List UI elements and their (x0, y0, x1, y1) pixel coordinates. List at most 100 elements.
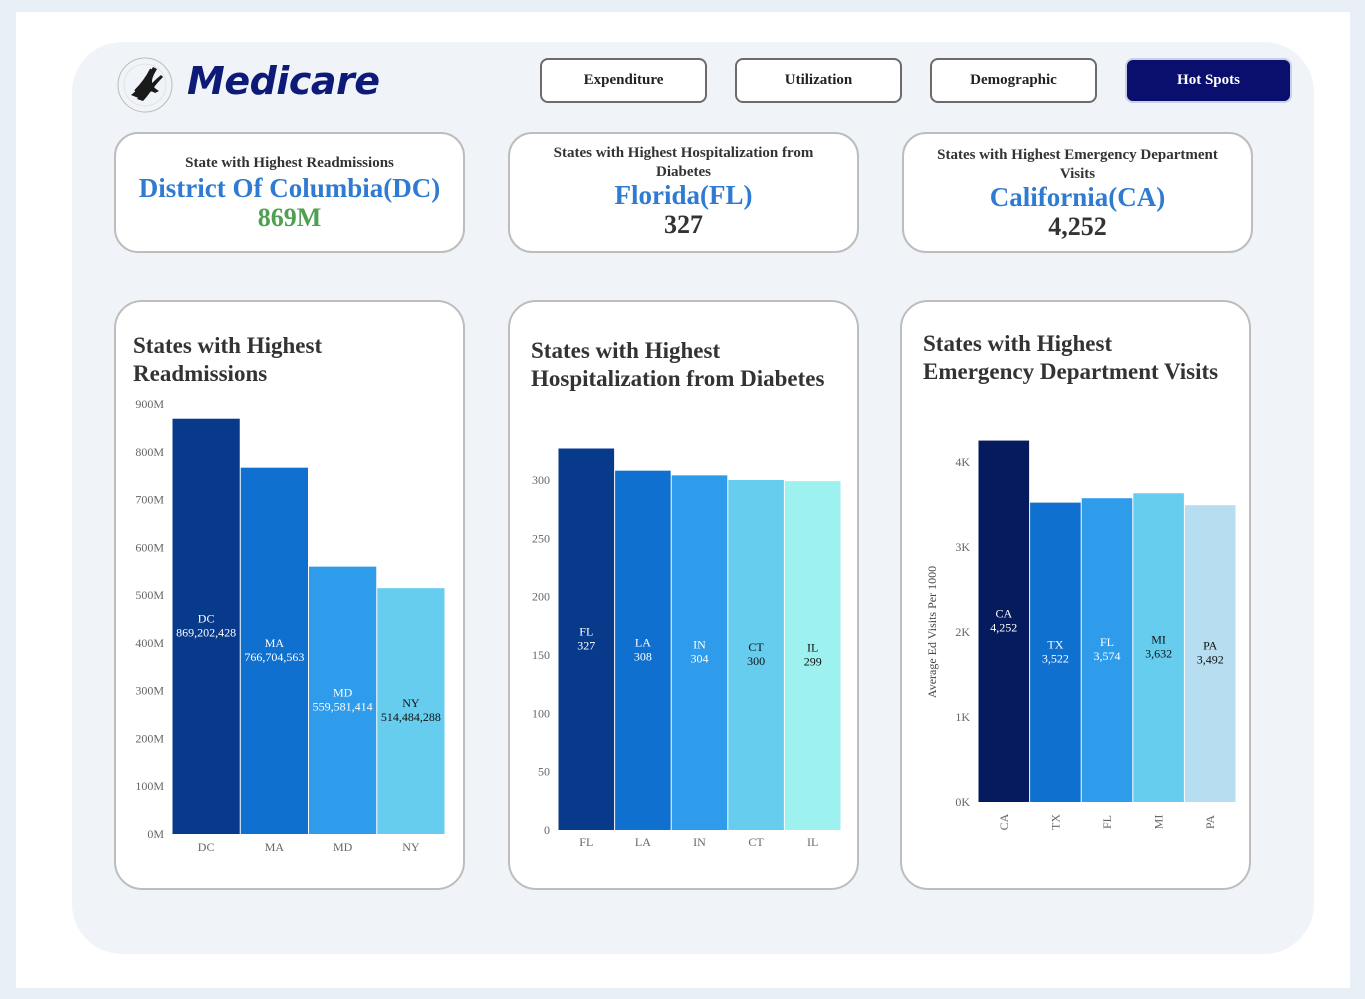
x-tick-label: MD (333, 840, 353, 854)
bar-in[interactable] (671, 475, 728, 830)
y-tick-label: 150 (532, 648, 550, 662)
y-tick-label: 200 (532, 590, 550, 604)
bar-value-label: 3,574 (1094, 649, 1121, 663)
y-tick-label: 200M (135, 731, 164, 745)
bar-ny[interactable] (377, 588, 445, 834)
bar-value-label: 304 (691, 652, 709, 666)
y-tick-label: 50 (538, 765, 550, 779)
y-tick-label: 300M (135, 684, 164, 698)
kpi-card-emergency: States with Highest Emergency Department… (902, 132, 1253, 253)
diabetes-bar-chart: 050100150200250300FL327FLLA308LAIN304INC… (532, 448, 841, 849)
bar-dc[interactable] (172, 418, 240, 834)
chart-title: States with Highest Emergency Department… (923, 331, 1219, 384)
y-tick-label: 1K (955, 710, 970, 724)
y-tick-label: 600M (135, 540, 164, 554)
bar-fl[interactable] (1081, 498, 1133, 802)
chart-card-readmissions: States with Highest Readmissions 0M 100M 2… (114, 300, 465, 890)
bar-category-label: LA (635, 635, 651, 649)
y-tick-label: 900M (135, 397, 164, 411)
bar-ct[interactable] (728, 480, 784, 830)
x-tick-label: IN (693, 835, 706, 849)
bar-category-label: MD (333, 685, 353, 699)
y-tick-label: 250 (532, 531, 550, 545)
kpi-state-name: Florida(FL) (614, 180, 753, 210)
chart-card-emergency: States with Highest Emergency Department… (900, 300, 1251, 890)
y-tick-label: 100M (135, 779, 164, 793)
emergency-bar-chart: 0K 1K 2K 3K 4K Average Ed Visits Per 1000 CA4,… (925, 440, 1236, 830)
hhs-seal-icon (117, 57, 173, 113)
bar-pa[interactable] (1184, 505, 1236, 802)
bar-fl[interactable] (558, 448, 615, 831)
y-tick-label: 2K (955, 625, 970, 639)
bar-category-label: PA (1203, 639, 1218, 653)
bar-category-label: FL (579, 624, 593, 638)
nav-expenditure-button[interactable]: Expenditure (540, 58, 707, 103)
brand-name: Medicare (187, 59, 380, 103)
y-tick-label: 700M (135, 493, 164, 507)
bar-ca[interactable] (978, 440, 1030, 802)
bar-value-label: 766,704,563 (244, 650, 304, 664)
kpi-value: 4,252 (1048, 212, 1107, 241)
bar-ma[interactable] (240, 467, 308, 834)
bar-la[interactable] (615, 470, 671, 830)
bar-md[interactable] (309, 566, 377, 834)
y-tick-label: 4K (955, 455, 970, 469)
bar-value-label: 869,202,428 (176, 625, 236, 639)
y-axis-label: Average Ed Visits Per 1000 (925, 566, 939, 698)
nav-hot-spots-button[interactable]: Hot Spots (1125, 58, 1292, 103)
kpi-title: State with Highest Readmissions (185, 155, 394, 171)
y-tick-label: 500M (135, 588, 164, 602)
bar-value-label: 4,252 (990, 620, 1017, 634)
y-tick-label: 100 (532, 706, 550, 720)
nav-utilization-button[interactable]: Utilization (735, 58, 902, 103)
kpi-value: 869M (257, 203, 322, 232)
bar-category-label: IL (807, 641, 818, 655)
x-tick-label: MI (1152, 815, 1166, 830)
kpi-title: States with Highest Hospitalization from… (553, 145, 814, 180)
bar-category-label: NY (402, 696, 420, 710)
x-tick-label: TX (1048, 814, 1062, 830)
bar-category-label: IN (693, 638, 706, 652)
y-tick-label: 0M (147, 827, 164, 841)
kpi-card-readmissions: State with Highest Readmissions District… (114, 132, 465, 253)
bar-value-label: 308 (634, 649, 652, 663)
bar-category-label: CT (748, 640, 764, 654)
y-tick-label: 0K (955, 795, 970, 809)
bar-mi[interactable] (1133, 493, 1184, 802)
bar-category-label: FL (1100, 635, 1114, 649)
medicare-logo: Medicare (115, 55, 380, 115)
kpi-state-name: District Of Columbia(DC) (138, 173, 441, 203)
x-tick-label: LA (635, 835, 651, 849)
bar-category-label: CA (995, 606, 1012, 620)
bar-value-label: 3,492 (1197, 653, 1224, 667)
x-tick-label: PA (1203, 815, 1217, 830)
y-tick-label: 0 (544, 823, 550, 837)
bar-category-label: MA (265, 636, 285, 650)
bar-category-label: TX (1047, 637, 1063, 651)
y-tick-label: 400M (135, 636, 164, 650)
bar-value-label: 3,632 (1145, 647, 1172, 661)
x-tick-label: IL (807, 835, 818, 849)
bar-value-label: 299 (804, 655, 822, 669)
bar-value-label: 327 (577, 638, 595, 652)
x-tick-label: FL (579, 835, 593, 849)
bar-il[interactable] (784, 481, 841, 830)
bar-value-label: 514,484,288 (381, 710, 441, 724)
x-tick-label: DC (198, 840, 215, 854)
y-tick-label: 300 (532, 473, 550, 487)
chart-title: States with Highest Readmissions (133, 333, 323, 386)
kpi-value: 327 (664, 210, 703, 239)
x-tick-label: NY (402, 840, 420, 854)
bar-category-label: DC (198, 611, 215, 625)
x-tick-label: MA (265, 840, 285, 854)
bar-value-label: 3,522 (1042, 651, 1069, 665)
chart-title: States with Highest Hospitalization from… (531, 338, 825, 391)
chart-card-diabetes: States with Highest Hospitalization from… (508, 300, 859, 890)
nav-demographic-button[interactable]: Demographic (930, 58, 1097, 103)
y-tick-label: 3K (955, 540, 970, 554)
bar-tx[interactable] (1030, 502, 1081, 802)
y-tick-label: 800M (135, 445, 164, 459)
x-tick-label: CT (748, 835, 764, 849)
bar-value-label: 559,581,414 (313, 699, 373, 713)
bar-category-label: MI (1151, 633, 1166, 647)
